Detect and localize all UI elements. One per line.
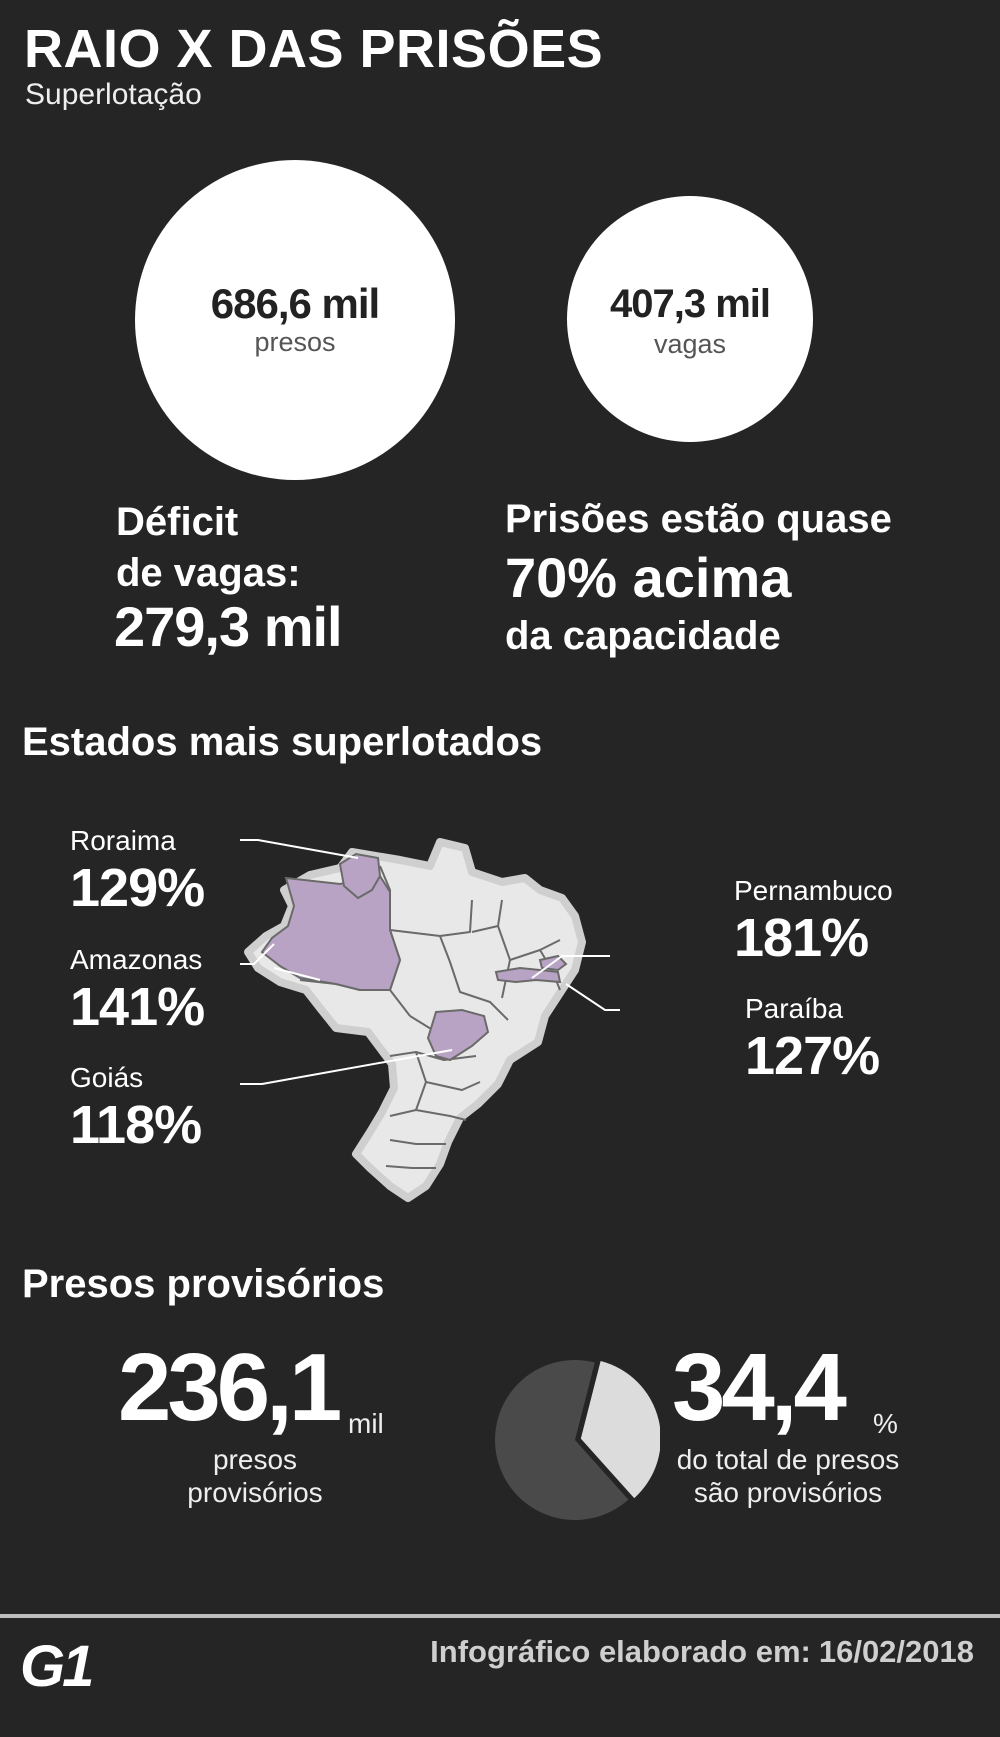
amazonas-callout: Amazonas 141% — [70, 944, 205, 1038]
provisional-share-label-line1: do total de presos — [676, 1444, 900, 1475]
vagas-value: 407,3 mil — [609, 282, 771, 326]
deficit-label-line2: de vagas: — [116, 551, 301, 595]
footer-date: 16/02/2018 — [818, 1634, 974, 1669]
provisional-share-pie — [495, 1360, 660, 1520]
goias-region — [426, 1008, 490, 1062]
provisional-share-value: 34,4 — [672, 1334, 847, 1441]
provisional-count-label-line2: provisórios — [187, 1477, 323, 1508]
roraima-callout: Roraima 129% — [70, 825, 205, 919]
provisional-count-unit: mil — [348, 1408, 384, 1439]
presos-circle: 686,6 mil presos — [135, 160, 455, 480]
goias-callout: Goiás 118% — [70, 1062, 202, 1156]
states-section-title: Estados mais superlotados — [22, 720, 543, 764]
provisional-count-label: presos provisórios — [170, 1443, 340, 1509]
goias-pct: 118% — [70, 1095, 202, 1155]
provisional-share-label-line2: são provisórios — [693, 1477, 883, 1508]
state-border — [389, 1051, 477, 1061]
provisional-share-unit: % — [873, 1408, 898, 1439]
amazonas-leader-line — [240, 943, 275, 965]
footer-divider — [0, 1614, 1000, 1618]
state-border — [439, 935, 509, 1021]
deficit-label-line1: Déficit — [116, 500, 239, 544]
amazonas-name: Amazonas — [70, 944, 203, 975]
capacity-line3: da capacidade — [505, 614, 781, 658]
amazonas-region — [260, 874, 402, 991]
state-border — [425, 1081, 481, 1091]
capacity-line2: 70% acima — [505, 546, 792, 609]
state-border — [389, 899, 473, 937]
pernambuco-region — [494, 966, 562, 984]
paraiba-name: Paraíba — [745, 993, 844, 1024]
page-title: RAIO X DAS PRISÕES — [24, 19, 604, 79]
state-border — [389, 1139, 446, 1145]
pernambuco-name: Pernambuco — [734, 875, 893, 906]
goias-name: Goiás — [70, 1062, 144, 1093]
provisional-count-label-line1: presos — [212, 1444, 298, 1475]
provisional-count: 236,1 — [118, 1334, 342, 1441]
paraiba-leader-line — [565, 983, 620, 1011]
g1-logo: G1 — [20, 1634, 94, 1699]
presos-unit: presos — [254, 327, 336, 357]
provisional-section-title: Presos provisórios — [22, 1262, 385, 1306]
brazil-map — [240, 838, 620, 1202]
roraima-leader-line — [240, 839, 359, 859]
vagas-unit: vagas — [653, 329, 727, 359]
roraima-region — [338, 852, 382, 900]
pernambuco-leader-line — [531, 955, 610, 979]
deficit-label: Déficit de vagas: — [116, 497, 301, 599]
presos-value: 686,6 mil — [210, 280, 380, 327]
pie-slice-others — [495, 1360, 629, 1520]
roraima-pct: 129% — [70, 858, 205, 918]
footer-label: Infográfico elaborado em: — [430, 1634, 811, 1669]
roraima-name: Roraima — [70, 825, 176, 856]
state-border — [385, 1165, 436, 1169]
capacity-line1: Prisões estão quase — [505, 497, 892, 541]
vagas-circle: 407,3 mil vagas — [567, 196, 813, 442]
amazonas-inner-line — [273, 967, 321, 981]
deficit-value: 279,3 mil — [114, 595, 343, 658]
pie-slice-provisional — [580, 1361, 660, 1499]
state-border — [415, 1109, 467, 1121]
paraiba-callout: Paraíba 127% — [745, 993, 880, 1087]
goias-leader-line — [240, 1049, 453, 1085]
footer-credit: Infográfico elaborado em: 16/02/2018 — [422, 1634, 974, 1670]
amazonas-pct: 141% — [70, 977, 205, 1037]
state-border — [389, 1051, 427, 1117]
pernambuco-callout: Pernambuco 181% — [734, 875, 893, 969]
pernambuco-pct: 181% — [734, 908, 869, 968]
provisional-share-label: do total de presos são provisórios — [668, 1443, 908, 1509]
page-subtitle: Superlotação — [25, 78, 202, 111]
paraiba-pct: 127% — [745, 1026, 880, 1086]
